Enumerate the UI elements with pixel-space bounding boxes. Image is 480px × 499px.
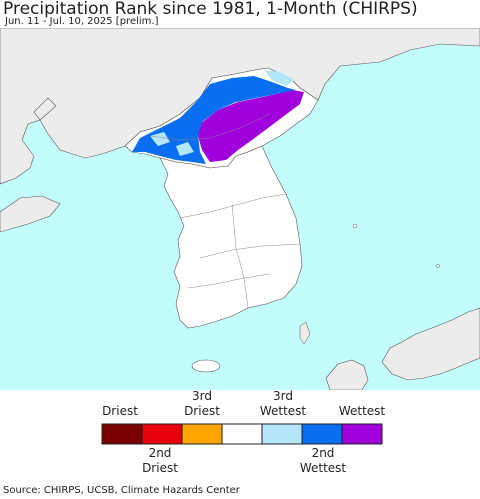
legend bbox=[101, 423, 383, 445]
third-wettest-patch bbox=[176, 142, 194, 156]
legend-swatch-3rd-wettest bbox=[261, 423, 303, 445]
legend-label-3rd-driest: 3rd Driest bbox=[184, 389, 220, 418]
legend-label-3rd-wettest: 3rd Wettest bbox=[259, 389, 307, 418]
province-borders bbox=[149, 113, 301, 309]
legend-label-2nd-wettest: 2nd Wettest bbox=[299, 446, 347, 475]
tsushima bbox=[299, 321, 311, 345]
legend-label-wettest: Wettest bbox=[338, 404, 386, 418]
third-wettest-patch bbox=[264, 70, 294, 86]
legend-swatch-2nd-wettest bbox=[301, 423, 343, 445]
legend-swatch-3rd-driest bbox=[181, 423, 223, 445]
japan-kyushu bbox=[325, 359, 369, 390]
precipitation-rank-map bbox=[0, 28, 480, 390]
source-credit: Source: CHIRPS, UCSB, Climate Hazards Ce… bbox=[3, 485, 240, 496]
shandong-peninsula bbox=[0, 195, 61, 233]
dokdo bbox=[436, 264, 440, 268]
second-wettest-region bbox=[132, 76, 296, 164]
map-subtitle: Jun. 11 - Jul. 10, 2025 [prelim.] bbox=[5, 16, 159, 27]
japan-honshu bbox=[381, 307, 480, 381]
legend-swatch-wettest bbox=[341, 423, 383, 445]
legend-label-driest: Driest bbox=[102, 404, 138, 418]
legend-label-2nd-driest: 2nd Driest bbox=[142, 446, 178, 475]
legend-swatch-2nd-driest bbox=[141, 423, 183, 445]
map-title: Precipitation Rank since 1981, 1-Month (… bbox=[3, 0, 418, 19]
wettest-region bbox=[198, 90, 304, 162]
third-wettest-patch bbox=[150, 132, 170, 146]
liaodong-peninsula bbox=[33, 97, 57, 121]
ulleungdo bbox=[352, 223, 358, 229]
legend-swatch-driest bbox=[101, 423, 143, 445]
legend-swatch-normal bbox=[221, 423, 263, 445]
jeju-island bbox=[191, 359, 221, 373]
